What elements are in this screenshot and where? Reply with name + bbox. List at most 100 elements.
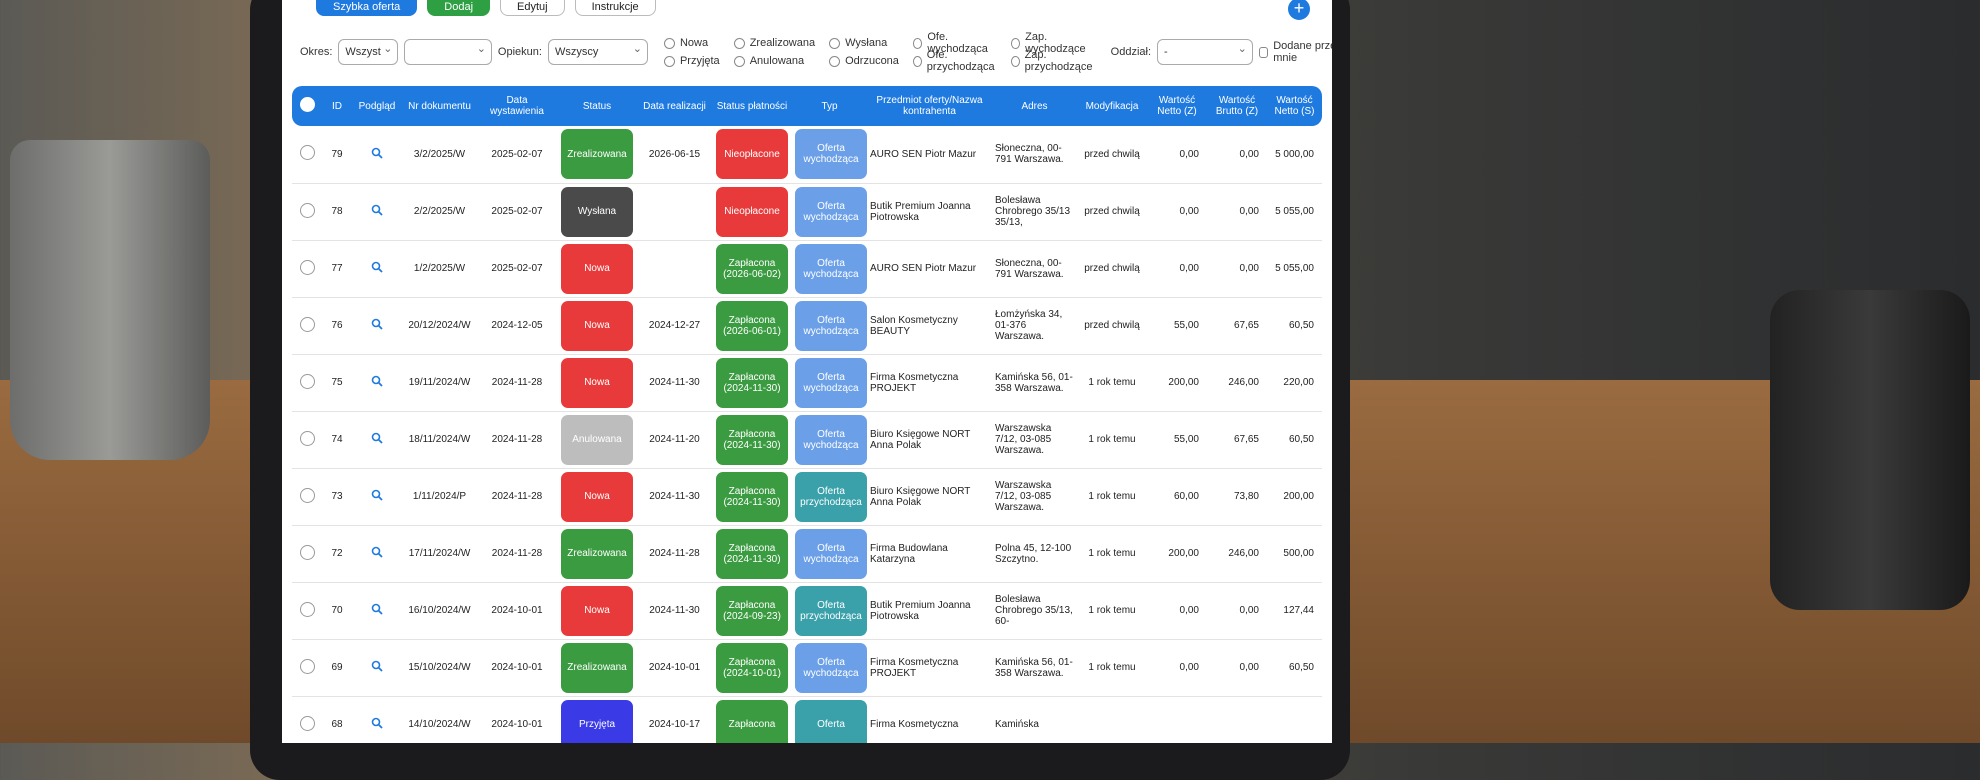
doc-cell: 1/2/2025/W xyxy=(402,240,477,298)
row-checkbox[interactable] xyxy=(299,373,315,389)
issued: 2024-10-01 xyxy=(491,662,543,673)
issued: 2024-11-28 xyxy=(491,434,543,445)
gross_z: 0,00 xyxy=(1239,148,1259,160)
realized-cell: 2024-11-30 xyxy=(637,468,712,526)
edit-button[interactable]: Edytuj xyxy=(500,0,565,16)
gross_z: 0,00 xyxy=(1239,605,1259,616)
header-cell: Status xyxy=(582,100,612,112)
address: Warszawska 7/12, 03-085 Warszawa. xyxy=(995,423,1052,456)
row-checkbox[interactable] xyxy=(299,601,315,617)
preview-icon[interactable] xyxy=(371,489,383,501)
type-cell: Oferta wychodząca xyxy=(792,297,867,355)
id: 75 xyxy=(331,377,343,388)
payment-badge: Zapłacona (2026-06-02) xyxy=(716,243,788,294)
doc-cell: 19/11/2024/W xyxy=(402,354,477,412)
status-badge: Zrealizowana xyxy=(561,129,633,180)
id-cell: 76 xyxy=(322,297,352,355)
preview-cell xyxy=(352,468,402,526)
preview-icon[interactable] xyxy=(371,717,383,729)
row-checkbox[interactable] xyxy=(299,544,315,560)
row-checkbox[interactable] xyxy=(299,316,315,332)
type-cell: Oferta wychodząca xyxy=(792,639,867,697)
table-row: 78 2/2/2025/W 2025-02-07 Wysłana Nieopłacone… xyxy=(292,183,1322,241)
id-cell: 69 xyxy=(322,639,352,697)
radio[interactable]: Wysłana xyxy=(829,34,899,52)
radio[interactable]: Ofe. wychodząca xyxy=(912,31,997,55)
id: 70 xyxy=(331,605,343,616)
preview-icon[interactable] xyxy=(371,204,383,216)
radio-label: Ofe. wychodząca xyxy=(927,31,988,55)
checkbox[interactable]: Dodane przeze mnie xyxy=(1258,40,1332,64)
preview-icon[interactable] xyxy=(371,318,383,330)
net_z: 0,00 xyxy=(1179,206,1199,217)
payment-badge: Zapłacona (2024-11-30) xyxy=(716,357,788,408)
net_s-cell: 5 055,00 xyxy=(1267,240,1322,298)
client: Firma Kosmetyczna PROJEKT xyxy=(870,656,959,679)
select-cell xyxy=(292,240,322,298)
id-cell: 72 xyxy=(322,525,352,583)
net_s: 60,50 xyxy=(1288,662,1314,673)
add-circle[interactable]: + xyxy=(1288,0,1310,20)
select[interactable]: - xyxy=(1157,39,1253,65)
gross_z: 73,80 xyxy=(1233,491,1259,502)
row-checkbox[interactable] xyxy=(299,259,315,275)
header-cell: Modyfikacja xyxy=(1085,100,1139,112)
radio[interactable]: Zap. przychodzące xyxy=(1010,49,1095,73)
issued-cell: 2025-02-07 xyxy=(477,126,557,184)
row-checkbox[interactable] xyxy=(299,487,315,503)
doc-cell: 2/2/2025/W xyxy=(402,183,477,241)
preview-icon[interactable] xyxy=(371,375,383,387)
row-checkbox[interactable] xyxy=(299,202,315,218)
id: 69 xyxy=(331,662,343,673)
table-row: 75 19/11/2024/W 2024-11-28 Nowa 2024-11-30 Za… xyxy=(292,354,1322,412)
type-cell: Oferta wychodząca xyxy=(792,411,867,469)
quick-offer-button[interactable]: Szybka oferta xyxy=(316,0,418,16)
preview-icon[interactable] xyxy=(371,432,383,444)
select[interactable]: Wszyst xyxy=(338,39,399,65)
select[interactable]: Wszyscy xyxy=(547,39,648,65)
status-badge: Nowa xyxy=(561,585,633,636)
row-checkbox[interactable] xyxy=(299,715,315,731)
gross_z: 246,00 xyxy=(1228,548,1259,559)
row-checkbox[interactable] xyxy=(299,658,315,674)
preview-icon[interactable] xyxy=(371,261,383,273)
address-cell: Warszawska 7/12, 03-085 Warszawa. xyxy=(992,411,1077,469)
doc: 1/11/2024/P xyxy=(412,491,467,502)
modified-cell: przed chwilą xyxy=(1077,240,1147,298)
preview-icon[interactable] xyxy=(371,660,383,672)
status-badge: Wysłana xyxy=(561,186,633,237)
radio[interactable]: Zap. wychodzące xyxy=(1010,31,1095,55)
radio[interactable]: Anulowana xyxy=(733,52,815,70)
net_s-cell: 200,00 xyxy=(1267,468,1322,526)
select[interactable] xyxy=(404,39,492,65)
type-badge: Oferta wychodząca xyxy=(795,357,867,408)
client-cell: Biuro Księgowe NORT Anna Polak xyxy=(867,468,992,526)
radio[interactable]: Nowa xyxy=(663,34,720,52)
client: AURO SEN Piotr Mazur xyxy=(870,263,977,274)
preview-icon[interactable] xyxy=(371,603,383,615)
type-badge: Oferta wychodząca xyxy=(795,129,867,180)
instructions-button[interactable]: Instrukcje xyxy=(574,0,656,16)
radio-label: Zap. przychodzące xyxy=(1024,49,1093,73)
checkbox-label: Dodane przeze mnie xyxy=(1273,40,1332,64)
preview-icon[interactable] xyxy=(371,546,383,558)
issued-cell: 2025-02-07 xyxy=(477,183,557,241)
id: 74 xyxy=(331,434,343,445)
radio[interactable]: Ofe. przychodząca xyxy=(912,49,997,73)
net_z: 55,00 xyxy=(1173,434,1199,445)
client-cell: Firma Kosmetyczna xyxy=(867,696,992,743)
radio[interactable]: Przyjęta xyxy=(663,52,720,70)
row-checkbox[interactable] xyxy=(299,430,315,446)
add-button[interactable]: Dodaj xyxy=(427,0,491,16)
net_s-cell: 5 000,00 xyxy=(1267,126,1322,184)
preview-icon[interactable] xyxy=(371,147,383,159)
net_z-cell: 0,00 xyxy=(1147,183,1207,241)
radio[interactable]: Zrealizowana xyxy=(733,34,815,52)
radio[interactable]: Odrzucona xyxy=(829,52,899,70)
modified-cell xyxy=(1077,696,1147,743)
net_s-cell: 220,00 xyxy=(1267,354,1322,412)
row-checkbox[interactable] xyxy=(299,145,315,161)
net_s: 200,00 xyxy=(1283,491,1314,502)
doc-cell: 17/11/2024/W xyxy=(402,525,477,583)
gross_z: 67,65 xyxy=(1233,434,1259,445)
